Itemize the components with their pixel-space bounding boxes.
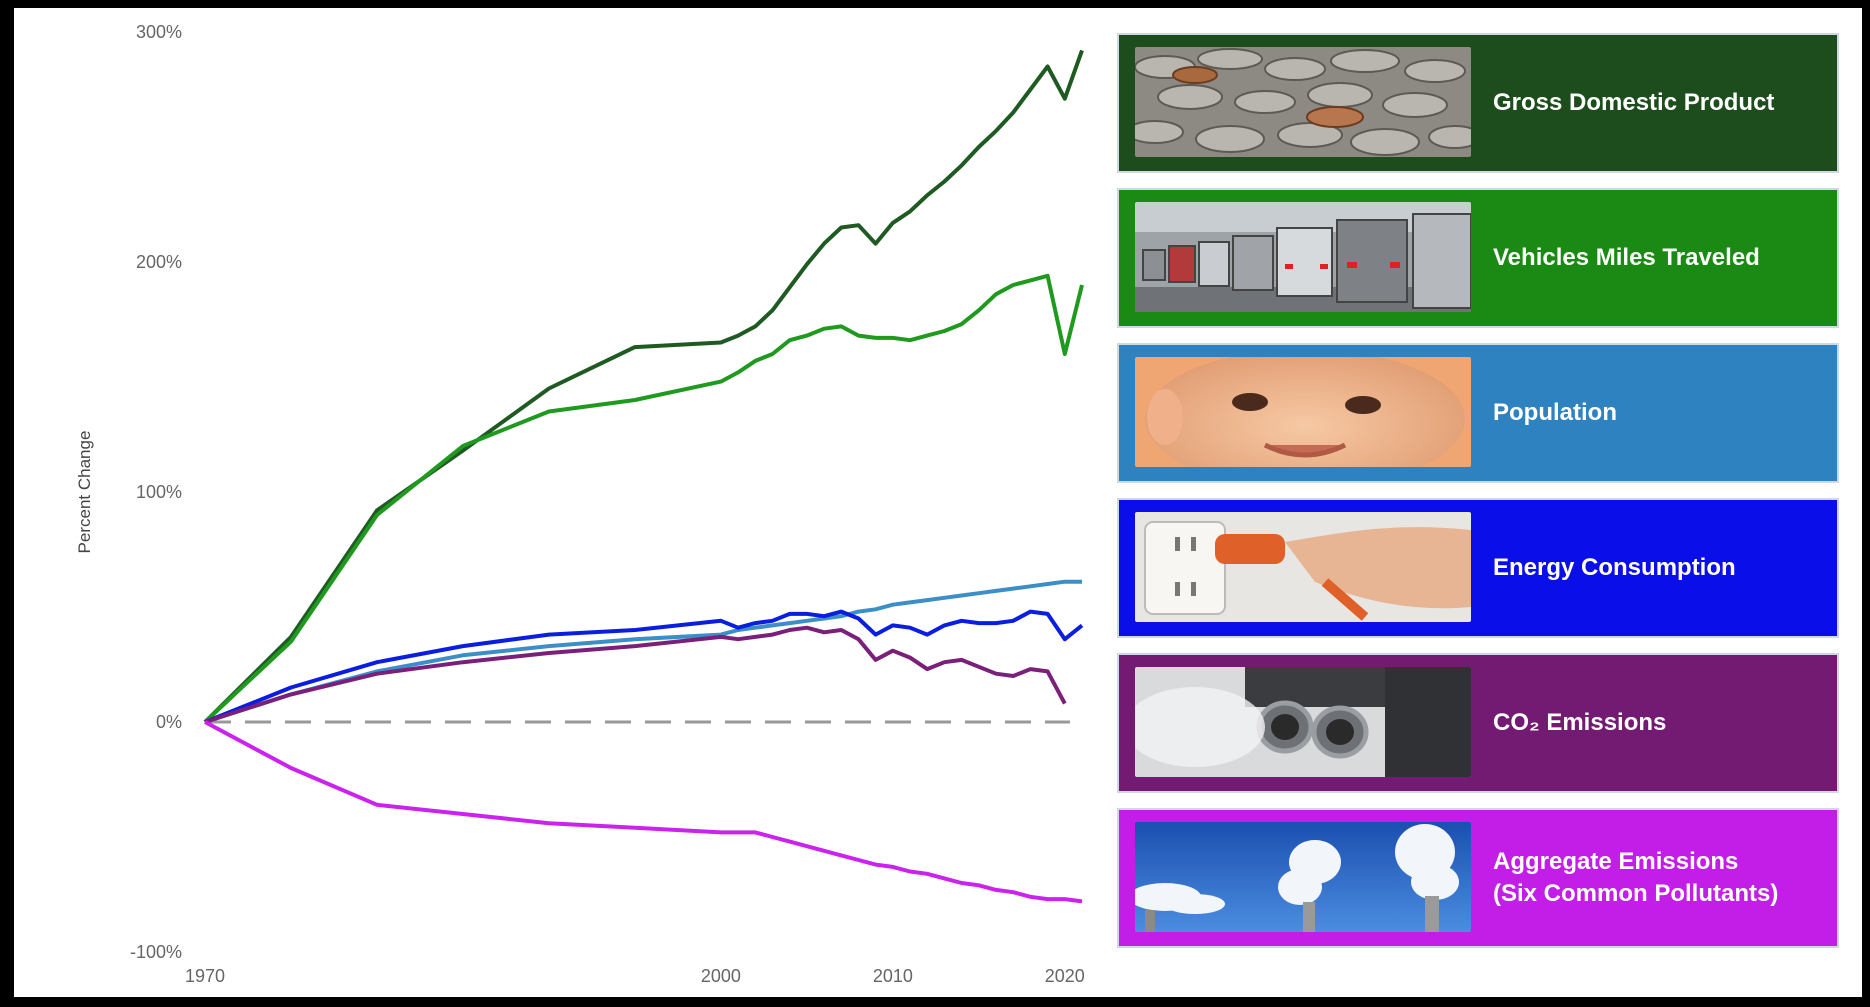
legend-panel-aggregate: Aggregate Emissions (Six Common Pollutan…: [1117, 808, 1839, 948]
plug-outlet-photo: [1135, 512, 1471, 622]
series-line-5: [204, 720, 1083, 904]
legend-panel-vmt: Vehicles Miles Traveled: [1117, 188, 1839, 328]
legend-label-co2: CO₂ Emissions: [1493, 709, 1667, 736]
legend-label-energy: Energy Consumption: [1493, 554, 1736, 581]
y-tick-label: 300%: [136, 22, 182, 42]
y-tick-label: 100%: [136, 482, 182, 502]
legend-label-vmt: Vehicles Miles Traveled: [1493, 244, 1760, 271]
y-axis-label: Percent Change: [75, 431, 94, 554]
legend-label-gdp: Gross Domestic Product: [1493, 89, 1775, 116]
x-tick-label: 2020: [1045, 966, 1085, 986]
smokestacks-photo: [1135, 822, 1471, 932]
exhaust-pipe-photo: [1135, 667, 1471, 777]
traffic-photo: [1135, 202, 1471, 312]
line-chart: 300% 200% 100% 0% -100% 1970 2000 2010 2020 Per…: [75, 22, 1085, 986]
y-tick-label: -100%: [130, 942, 182, 962]
legend-panel-gdp: Gross Domestic Product: [1117, 33, 1839, 173]
baby-photo: [1135, 357, 1471, 467]
y-tick-label: 200%: [136, 252, 182, 272]
legend-panel-co2: CO₂ Emissions: [1117, 653, 1839, 793]
x-tick-label: 2010: [873, 966, 913, 986]
series-line-3: [204, 609, 1084, 724]
series-line-1: [203, 273, 1084, 724]
series-line-4: [204, 625, 1067, 724]
series-line-0: [203, 49, 1084, 724]
y-axis-ticks: 300% 200% 100% 0% -100%: [130, 22, 182, 962]
y-tick-label: 0%: [156, 712, 182, 732]
legend-label-aggregate: Aggregate Emissions (Six Common Pollutan…: [1493, 848, 1779, 907]
legend-panel-energy: Energy Consumption: [1117, 498, 1839, 638]
x-tick-label: 2000: [701, 966, 741, 986]
series-group: [203, 49, 1084, 904]
legend-label-population: Population: [1493, 399, 1617, 426]
legend-panel-population: Population: [1117, 343, 1839, 483]
x-tick-label: 1970: [185, 966, 225, 986]
coins-photo: [1135, 47, 1471, 157]
x-axis-ticks: 1970 2000 2010 2020: [185, 966, 1085, 986]
